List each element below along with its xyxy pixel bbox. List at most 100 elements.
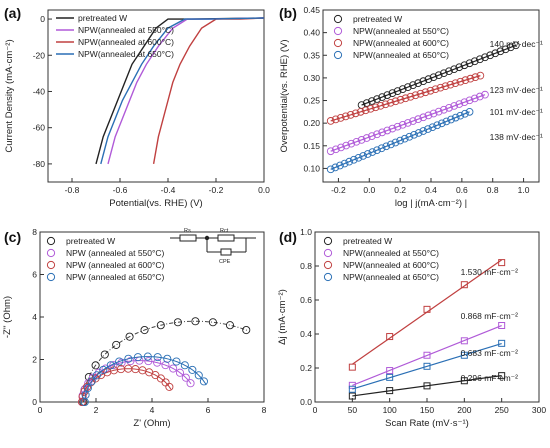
data-point [501, 45, 510, 54]
y-tick-label: 0.30 [303, 73, 320, 83]
x-tick-label: 1.0 [518, 185, 530, 195]
data-point [208, 318, 217, 327]
x-tick-label: 150 [420, 405, 434, 415]
capacitance-label: 0.296 mF·cm⁻² [461, 373, 519, 383]
data-point [506, 43, 515, 52]
data-point [331, 163, 340, 172]
data-point [180, 361, 189, 370]
legend-marker [46, 236, 56, 246]
data-point [363, 150, 372, 158]
data-point [386, 98, 395, 107]
y-tick-label: 0.10 [303, 163, 320, 173]
data-point [465, 59, 474, 68]
data-point [345, 157, 354, 166]
y-tick-label: 0 [40, 14, 45, 24]
fit-line [330, 94, 486, 152]
data-point [371, 103, 380, 112]
data-point [423, 305, 431, 313]
data-point [424, 75, 433, 84]
y-tick-label: 0.45 [303, 5, 320, 15]
data-point [409, 81, 417, 89]
data-point [437, 119, 446, 128]
legend-label: NPW (annealed at 600°C) [66, 260, 165, 270]
x-tick-label: 0 [38, 405, 43, 415]
data-point [126, 357, 135, 366]
legend-label: NPW(annealed at 650°C) [343, 272, 439, 282]
chart-c: 0 2 4 6 8 0 2 4 6 8 Z' (Ohm) -Z'' (Ohm) (c) pretreate… [2, 227, 267, 429]
legend-marker [323, 260, 333, 270]
capacitance-label: 1.530 mF·cm⁻² [461, 267, 519, 277]
data-point [455, 100, 464, 108]
data-point [140, 326, 149, 335]
data-point [419, 77, 428, 86]
panel-label: (d) [279, 229, 297, 245]
fit-line [352, 325, 502, 386]
fit-curve [84, 356, 207, 402]
data-point [398, 120, 407, 129]
data-point [354, 153, 363, 162]
slope-label: 123 mV·dec⁻¹ [490, 85, 543, 95]
x-tick-label: 8 [262, 405, 267, 415]
legend-label: NPW(annealed at 650°C) [78, 49, 174, 59]
data-point [348, 363, 356, 371]
data-point [451, 79, 460, 88]
data-point [460, 351, 468, 359]
data-point [77, 397, 87, 407]
data-point [421, 88, 430, 97]
x-tick-label: 2 [94, 405, 99, 415]
fit-line [352, 342, 502, 390]
data-point [476, 71, 485, 80]
data-point [348, 381, 356, 389]
panel-label: (c) [4, 229, 21, 245]
data-point [194, 371, 203, 380]
data-point [337, 143, 345, 152]
data-point [386, 373, 394, 381]
data-point [346, 111, 355, 119]
y-tick-label: 0.4 [300, 329, 312, 339]
data-point [348, 392, 356, 400]
data-point [332, 145, 340, 154]
data-point [410, 130, 418, 139]
legend-marker [333, 50, 343, 60]
data-point [414, 129, 423, 137]
data-point [381, 100, 390, 109]
data-point [434, 71, 443, 80]
data-point [498, 259, 506, 267]
data-point [428, 123, 437, 132]
data-point [81, 390, 90, 399]
data-point [414, 115, 422, 124]
y-tick-label: 4 [32, 312, 37, 322]
slope-label: 138 mV·dec⁻¹ [490, 132, 543, 142]
data-point [106, 361, 115, 370]
fit-line [361, 44, 517, 106]
data-point [476, 92, 484, 101]
data-point [357, 136, 366, 144]
data-point [225, 321, 235, 330]
data-point [498, 372, 506, 380]
data-point [342, 141, 350, 150]
legend-marker [46, 248, 56, 258]
data-point [465, 107, 474, 116]
data-point [396, 95, 405, 104]
y-tick-label: -20 [33, 50, 46, 60]
rct-resistor [217, 234, 235, 242]
legend-label: pretreated W [66, 236, 115, 246]
y-tick-label: 8 [32, 227, 37, 237]
legend-label: NPW(annealed at 650°C) [353, 50, 449, 60]
legend-label: pretreated W [78, 13, 127, 23]
data-point [169, 364, 178, 373]
chart-d: 0 50 100 150 200 250 300 0.0 0.2 0.4 0.6 0.8 1.0 Scan… [277, 227, 546, 429]
data-point [186, 379, 195, 388]
y-tick-label: 0.6 [300, 295, 312, 305]
data-point [404, 119, 412, 127]
y-tick-label: 0.2 [300, 363, 312, 373]
y-axis-label: -Z'' (Ohm) [2, 296, 13, 338]
x-tick-label: -0.6 [113, 185, 128, 195]
data-point [172, 357, 181, 366]
y-tick-label: 0.25 [303, 96, 320, 106]
x-tick-label: -0.2 [209, 185, 224, 195]
fit-line [330, 111, 470, 170]
x-tick-label: 0.8 [487, 185, 499, 195]
data-point [441, 82, 450, 91]
data-point [481, 53, 489, 62]
